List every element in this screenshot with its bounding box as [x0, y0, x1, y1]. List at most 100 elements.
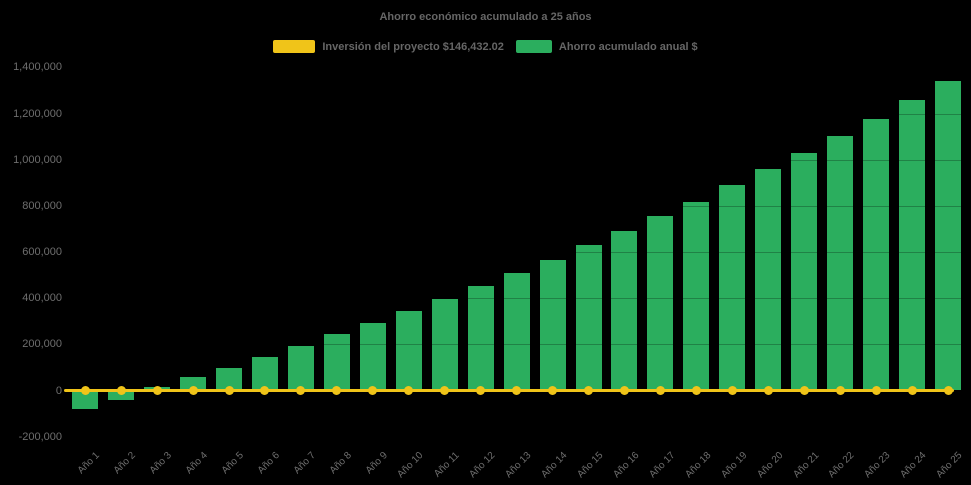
line-marker-ano-6[interactable]: [260, 386, 270, 395]
line-marker-ano-15[interactable]: [584, 386, 593, 395]
y-axis-label: 800,000: [22, 199, 62, 212]
line-marker-ano-25[interactable]: [943, 386, 953, 395]
x-axis-label-ano-15: Año 15: [575, 450, 606, 481]
chart-title: Ahorro económico acumulado a 25 años: [379, 11, 592, 23]
x-axis-label-ano-20: Año 20: [754, 450, 786, 481]
y-axis-label: 400,000: [22, 292, 62, 305]
line-marker-ano-1[interactable]: [80, 386, 90, 395]
line-marker-ano-19[interactable]: [727, 386, 737, 395]
bar-ano-1[interactable]: [72, 390, 99, 409]
line-marker-ano-3[interactable]: [152, 386, 162, 395]
gridline: [66, 205, 962, 207]
bar-ano-8[interactable]: [323, 333, 350, 391]
bar-ano-4[interactable]: [180, 377, 207, 391]
bar-ano-22[interactable]: [827, 136, 854, 391]
bar-ano-6[interactable]: [251, 356, 278, 391]
gridline: [66, 67, 962, 69]
gridline: [66, 344, 962, 346]
x-axis-label-ano-1: Año 1: [75, 450, 102, 477]
line-marker-ano-14[interactable]: [548, 386, 558, 395]
bar-ano-18[interactable]: [683, 201, 710, 391]
y-axis-label: 1,400,000: [13, 61, 62, 74]
bar-ano-11[interactable]: [431, 299, 458, 391]
x-axis-label-ano-24: Año 24: [898, 450, 929, 481]
bar-ano-21[interactable]: [791, 152, 818, 391]
savings-swatch-icon: [515, 40, 552, 53]
x-axis-label-ano-9: Año 9: [363, 450, 390, 477]
x-axis-label-ano-5: Año 5: [219, 450, 246, 477]
x-axis-label-ano-22: Año 22: [826, 450, 857, 481]
y-axis-label: 1,200,000: [13, 107, 62, 120]
line-marker-ano-4[interactable]: [188, 386, 198, 395]
investment-swatch-icon: [273, 40, 316, 53]
line-marker-ano-9[interactable]: [368, 386, 378, 395]
x-axis-label-ano-18: Año 18: [682, 450, 714, 481]
line-marker-ano-23[interactable]: [871, 386, 881, 395]
bar-ano-10[interactable]: [395, 310, 422, 391]
line-marker-ano-16[interactable]: [619, 386, 629, 395]
gridline: [66, 159, 962, 161]
line-marker-ano-20[interactable]: [763, 386, 773, 395]
bar-ano-9[interactable]: [359, 323, 386, 391]
line-marker-ano-13[interactable]: [512, 386, 522, 395]
line-marker-ano-7[interactable]: [296, 386, 306, 395]
line-marker-ano-5[interactable]: [224, 386, 234, 395]
line-marker-ano-22[interactable]: [835, 386, 845, 395]
line-marker-ano-24[interactable]: [907, 386, 917, 395]
x-axis-label-ano-23: Año 23: [862, 450, 893, 481]
bar-ano-2[interactable]: [108, 390, 135, 400]
bar-ano-23[interactable]: [863, 118, 890, 391]
x-axis-label-ano-25: Año 25: [934, 450, 965, 481]
line-marker-ano-21[interactable]: [799, 386, 809, 395]
savings-legend-label: Ahorro acumulado anual $: [558, 40, 698, 53]
y-axis-label: 600,000: [22, 246, 62, 259]
x-axis-label-ano-10: Año 10: [395, 450, 426, 481]
bar-ano-25[interactable]: [935, 81, 961, 391]
x-axis-label-ano-7: Año 7: [291, 450, 318, 477]
y-axis-label: 1,000,000: [13, 153, 62, 166]
x-axis-label-ano-19: Año 19: [718, 450, 750, 481]
x-axis-label-ano-3: Año 3: [147, 450, 174, 477]
bar-ano-15[interactable]: [575, 245, 602, 391]
legend-item-savings[interactable]: Ahorro acumulado anual $: [515, 40, 698, 53]
x-axis-label-ano-6: Año 6: [255, 450, 282, 477]
gridline: [66, 436, 962, 438]
gridline: [66, 252, 962, 254]
x-axis-label-ano-2: Año 2: [111, 450, 138, 477]
bar-ano-5[interactable]: [216, 367, 242, 391]
x-axis-label-ano-4: Año 4: [183, 450, 210, 477]
bar-ano-7[interactable]: [287, 346, 314, 391]
bar-ano-20[interactable]: [755, 168, 782, 391]
x-axis-label-ano-16: Año 16: [611, 450, 642, 481]
x-axis-label-ano-17: Año 17: [646, 450, 678, 481]
investment-line[interactable]: [64, 389, 954, 392]
bar-ano-12[interactable]: [467, 285, 494, 391]
x-axis-label-ano-11: Año 11: [431, 450, 462, 480]
bar-ano-19[interactable]: [719, 185, 746, 391]
x-axis-label-ano-8: Año 8: [327, 450, 354, 477]
gridline: [66, 113, 962, 115]
x-axis-label-ano-21: Año 21: [790, 450, 821, 481]
y-axis-label: -200,000: [18, 430, 62, 443]
line-marker-ano-11[interactable]: [440, 386, 450, 395]
line-marker-ano-18[interactable]: [691, 386, 701, 395]
legend-item-investment[interactable]: Inversión del proyecto $146,432.02: [273, 40, 504, 53]
x-axis-label-ano-14: Año 14: [539, 450, 570, 481]
bar-ano-14[interactable]: [539, 259, 566, 391]
gridline: [66, 298, 962, 300]
line-marker-ano-10[interactable]: [404, 386, 414, 395]
line-marker-ano-17[interactable]: [655, 386, 665, 395]
bar-ano-24[interactable]: [899, 100, 926, 391]
line-marker-ano-12[interactable]: [476, 386, 486, 395]
bar-ano-13[interactable]: [503, 273, 530, 391]
x-axis-label-ano-12: Año 12: [467, 450, 498, 481]
bar-ano-17[interactable]: [647, 216, 674, 391]
bar-ano-16[interactable]: [611, 231, 638, 391]
y-axis-label: 0: [55, 384, 62, 397]
line-marker-ano-2[interactable]: [116, 386, 126, 395]
line-marker-ano-8[interactable]: [332, 386, 342, 395]
x-axis-label-ano-13: Año 13: [503, 450, 534, 481]
investment-legend-label: Inversión del proyecto $146,432.02: [322, 40, 504, 53]
